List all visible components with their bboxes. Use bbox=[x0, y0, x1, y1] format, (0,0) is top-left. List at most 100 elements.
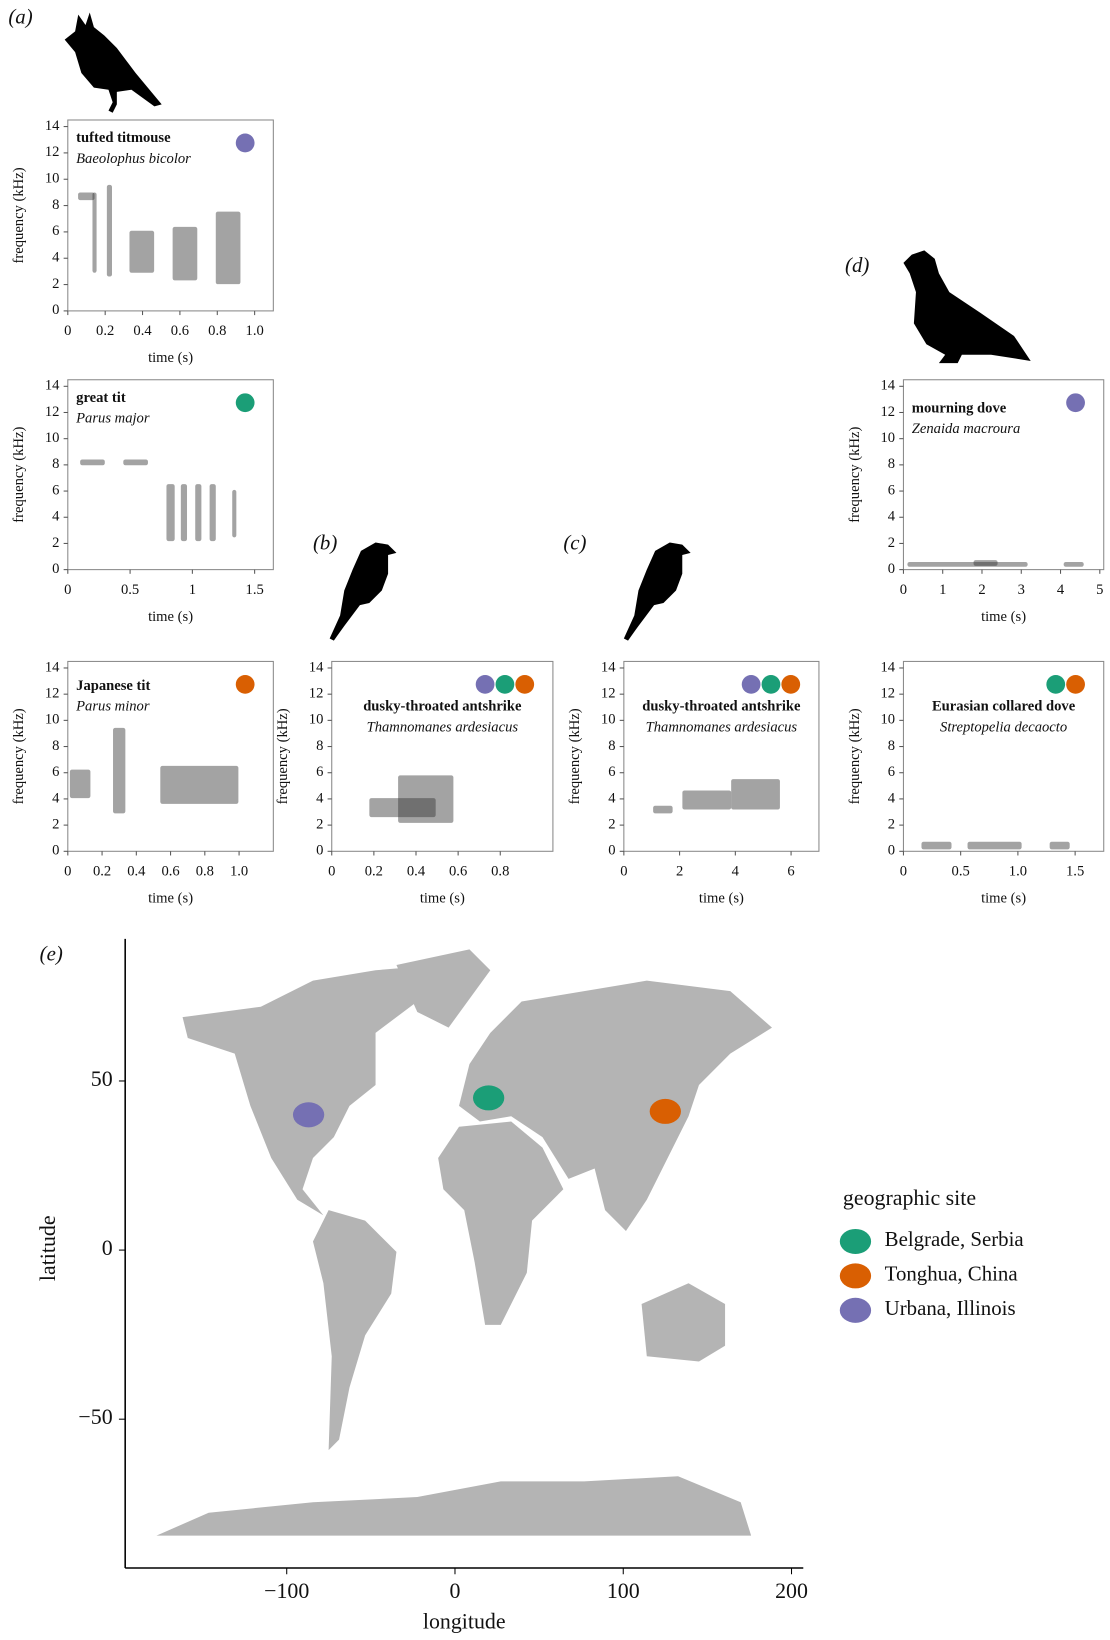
panel-label: (c) bbox=[563, 530, 586, 554]
y-tick-label: 6 bbox=[52, 223, 59, 239]
x-tick-label: 1 bbox=[939, 582, 946, 598]
y-tick-label: 12 bbox=[45, 144, 60, 160]
spectrogram-trace bbox=[80, 460, 105, 466]
x-axis-label: longitude bbox=[423, 1608, 506, 1633]
y-tick-label: 12 bbox=[45, 404, 60, 420]
x-tick-label: 0.8 bbox=[196, 864, 214, 880]
y-axis-label: frequency (kHz) bbox=[11, 427, 27, 523]
page: (a)0246810121400.20.40.60.81.0time (s)fr… bbox=[0, 0, 1110, 1640]
species-common-name: dusky-throated antshrike bbox=[363, 699, 522, 715]
x-tick-label: 0.8 bbox=[491, 864, 509, 880]
bird-silhouette bbox=[330, 543, 397, 641]
y-tick-label: 6 bbox=[608, 764, 615, 780]
panel-label: (b) bbox=[313, 530, 337, 554]
y-tick-label: 8 bbox=[888, 738, 895, 754]
spectrogram-trace bbox=[123, 460, 148, 466]
x-tick-label: 2 bbox=[676, 864, 683, 880]
x-axis-label: time (s) bbox=[420, 891, 465, 907]
species-common-name: mourning dove bbox=[912, 400, 1007, 416]
site-dot bbox=[1046, 675, 1065, 694]
y-axis-label: latitude bbox=[35, 1215, 60, 1281]
land bbox=[396, 949, 490, 1027]
spectrogram-trace bbox=[173, 227, 198, 280]
x-tick-label: 200 bbox=[775, 1578, 808, 1603]
spectrogram-trace bbox=[653, 806, 673, 814]
x-tick-label: 2 bbox=[978, 582, 985, 598]
site-dot bbox=[762, 675, 781, 694]
y-tick-label: 6 bbox=[888, 764, 895, 780]
y-tick-label: 10 bbox=[881, 430, 896, 446]
y-tick-label: 2 bbox=[52, 276, 59, 292]
bird-silhouette bbox=[65, 13, 162, 113]
y-tick-label: 12 bbox=[601, 686, 616, 702]
spectrogram-trace bbox=[195, 484, 201, 541]
spectrogram-trace bbox=[1064, 562, 1084, 567]
x-tick-label: 0 bbox=[64, 582, 71, 598]
panel-label: (d) bbox=[845, 253, 869, 277]
land bbox=[642, 1283, 725, 1361]
legend-title: geographic site bbox=[843, 1185, 976, 1210]
y-tick-label: 2 bbox=[888, 816, 895, 832]
spectrogram-trace bbox=[113, 728, 125, 813]
site-point bbox=[293, 1102, 324, 1127]
y-tick-label: 4 bbox=[316, 790, 324, 806]
species-scientific-name: Streptopelia decaocto bbox=[940, 720, 1067, 736]
y-tick-label: 2 bbox=[52, 816, 59, 832]
species-scientific-name: Parus minor bbox=[75, 699, 150, 715]
x-tick-label: 0.2 bbox=[93, 864, 111, 880]
y-tick-label: 6 bbox=[52, 764, 59, 780]
x-tick-label: 3 bbox=[1018, 582, 1025, 598]
spectrogram-trace bbox=[181, 484, 187, 541]
land bbox=[438, 1121, 563, 1324]
x-tick-label: 1.0 bbox=[230, 864, 248, 880]
site-dot bbox=[742, 675, 761, 694]
species-common-name: Eurasian collared dove bbox=[932, 699, 1076, 715]
figure: (a)0246810121400.20.40.60.81.0time (s)fr… bbox=[0, 0, 1110, 1640]
x-tick-label: 0 bbox=[64, 864, 71, 880]
y-tick-label: 0 bbox=[52, 843, 59, 859]
spectrogram-trace bbox=[968, 842, 1022, 850]
y-tick-label: 10 bbox=[45, 430, 60, 446]
legend-swatch bbox=[840, 1229, 871, 1254]
x-tick-label: 0 bbox=[900, 582, 907, 598]
spectrogram-trace bbox=[78, 193, 94, 201]
species-scientific-name: Thamnomanes ardesiacus bbox=[367, 720, 519, 736]
x-axis-label: time (s) bbox=[148, 350, 193, 366]
y-tick-label: 0 bbox=[888, 561, 895, 577]
y-tick-label: 0 bbox=[888, 843, 895, 859]
y-tick-label: 14 bbox=[45, 378, 60, 394]
y-axis-label: frequency (kHz) bbox=[11, 708, 27, 804]
y-tick-label: 10 bbox=[309, 712, 324, 728]
y-tick-label: 0 bbox=[608, 843, 615, 859]
site-dot bbox=[236, 675, 255, 694]
y-tick-label: 4 bbox=[888, 509, 896, 525]
y-tick-label: 14 bbox=[881, 659, 896, 675]
land bbox=[156, 1476, 751, 1535]
x-tick-label: 1 bbox=[189, 582, 196, 598]
species-scientific-name: Parus major bbox=[75, 411, 150, 427]
y-tick-label: 2 bbox=[316, 816, 323, 832]
x-tick-label: 0.5 bbox=[952, 864, 970, 880]
species-scientific-name: Zenaida macroura bbox=[912, 421, 1021, 437]
y-tick-label: 4 bbox=[52, 509, 60, 525]
spectrogram-trace bbox=[70, 770, 91, 798]
x-tick-label: 0 bbox=[328, 864, 335, 880]
species-scientific-name: Thamnomanes ardesiacus bbox=[646, 720, 798, 736]
y-tick-label: 8 bbox=[52, 738, 59, 754]
spectrogram-trace bbox=[682, 791, 731, 810]
spectrogram-trace bbox=[107, 185, 112, 277]
legend-swatch bbox=[840, 1298, 871, 1323]
y-tick-label: 2 bbox=[52, 535, 59, 551]
spectrogram-trace bbox=[166, 484, 174, 541]
x-tick-label: 1.0 bbox=[1009, 864, 1027, 880]
spectrogram-trace bbox=[974, 560, 998, 566]
spectrogram-trace bbox=[398, 775, 453, 822]
x-tick-label: 5 bbox=[1096, 582, 1103, 598]
spectrogram-trace bbox=[216, 212, 241, 285]
x-tick-label: 4 bbox=[1057, 582, 1065, 598]
site-dot bbox=[496, 675, 515, 694]
y-tick-label: 4 bbox=[52, 250, 60, 266]
y-tick-label: 12 bbox=[881, 686, 896, 702]
x-tick-label: 0 bbox=[450, 1578, 461, 1603]
y-tick-label: 0 bbox=[316, 843, 323, 859]
